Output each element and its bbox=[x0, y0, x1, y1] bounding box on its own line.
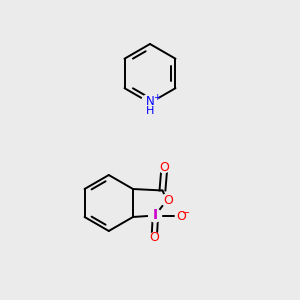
Text: O: O bbox=[159, 161, 169, 174]
Text: N: N bbox=[146, 95, 155, 108]
Text: I: I bbox=[152, 208, 158, 222]
Circle shape bbox=[149, 232, 160, 243]
Circle shape bbox=[161, 194, 173, 206]
Circle shape bbox=[159, 162, 169, 173]
Text: O: O bbox=[163, 194, 173, 207]
Text: −: − bbox=[182, 208, 190, 218]
Circle shape bbox=[141, 94, 159, 112]
Text: O: O bbox=[150, 231, 159, 244]
Circle shape bbox=[148, 209, 162, 222]
Text: H: H bbox=[146, 106, 154, 116]
Text: O: O bbox=[176, 210, 186, 223]
Text: +: + bbox=[153, 93, 160, 102]
